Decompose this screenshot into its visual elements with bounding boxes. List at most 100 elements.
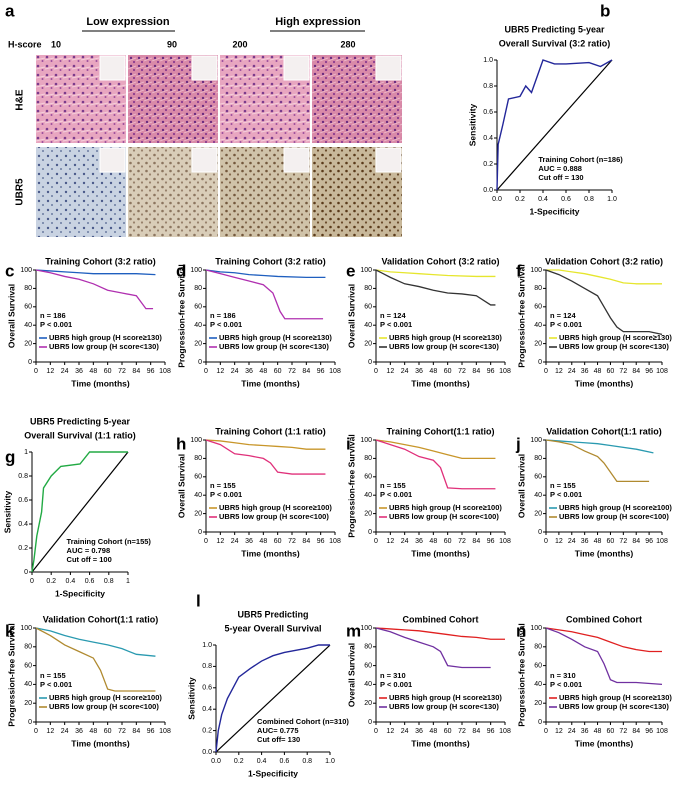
y-axis-label: Sensitivity	[467, 103, 477, 146]
y-tick-label: 20	[364, 340, 372, 347]
y-tick-label: 100	[20, 625, 32, 632]
y-tick-label: 0.2	[202, 727, 212, 734]
y-tick-label: 80	[534, 285, 542, 292]
legend-label: UBR5 low group (H score<100)	[389, 512, 499, 521]
chart-title: Training Cohort (3:2 ratio)	[215, 256, 326, 266]
x-tick-label: 48	[89, 728, 97, 735]
x-tick-label: 12	[386, 368, 394, 375]
x-tick-label: 60	[274, 538, 282, 545]
x-tick-label: 84	[132, 368, 140, 375]
score: 90	[167, 39, 177, 49]
survival-curve	[375, 269, 496, 278]
x-axis-label: 1-Specificity	[55, 588, 105, 598]
annotation: Training Cohort (n=186)	[538, 155, 623, 164]
y-tick-label: 0	[368, 719, 372, 726]
y-tick-label: 0	[198, 529, 202, 536]
x-tick-label: 108	[656, 368, 668, 375]
x-tick-label: 12	[46, 728, 54, 735]
score: 200	[232, 39, 247, 49]
x-tick-label: 48	[429, 728, 437, 735]
group-label: High expression	[275, 16, 361, 28]
survival-curve	[375, 627, 491, 669]
x-tick-label: 12	[555, 368, 563, 375]
x-tick-label: 36	[581, 538, 589, 545]
y-tick-label: 80	[24, 644, 32, 651]
y-tick-label: 0.4	[202, 706, 212, 713]
x-tick-label: 84	[472, 368, 480, 375]
x-tick-label: 96	[317, 538, 325, 545]
legend-label: UBR5 low group (H score<100)	[49, 702, 159, 711]
x-tick-label: 36	[245, 368, 253, 375]
y-axis-label: Progression-free Survival	[176, 264, 186, 367]
x-tick-label: 0.8	[584, 196, 594, 203]
x-tick-label: 0	[544, 728, 548, 735]
annotation: AUC = 0.798	[67, 546, 111, 555]
x-tick-label: 0.6	[85, 578, 95, 585]
x-tick-label: 0	[204, 368, 208, 375]
annotation: P < 0.001	[550, 680, 582, 689]
x-tick-label: 48	[259, 538, 267, 545]
x-tick-label: 0	[544, 538, 548, 545]
x-tick-label: 0.6	[561, 196, 571, 203]
panel-letter: a	[5, 1, 15, 20]
y-tick-label: 20	[194, 510, 202, 517]
x-tick-label: 60	[104, 368, 112, 375]
panel-letter: b	[600, 1, 610, 20]
x-tick-label: 108	[159, 368, 171, 375]
x-axis-label: Time (months)	[411, 378, 470, 388]
legend-label: UBR5 low group (H score<100)	[219, 512, 329, 521]
legend-label: UBR5 high group (H score≥100)	[49, 693, 162, 702]
survival-curve	[205, 439, 326, 450]
panel-letter: d	[176, 261, 186, 280]
x-tick-label: 12	[555, 728, 563, 735]
x-tick-label: 0	[34, 728, 38, 735]
x-tick-label: 0.4	[538, 196, 548, 203]
x-axis-label: Time (months)	[411, 738, 470, 748]
chart-title: Training Cohort(1:1 ratio)	[387, 426, 495, 436]
x-tick-label: 96	[487, 728, 495, 735]
y-tick-label: 100	[530, 625, 542, 632]
y-tick-label: 0.4	[18, 521, 28, 528]
survival-curve	[375, 269, 496, 306]
x-tick-label: 96	[487, 368, 495, 375]
chart-title: Overall Survival (3:2 ratio)	[499, 38, 611, 48]
x-axis-label: 1-Specificity	[248, 768, 298, 778]
y-tick-label: 60	[534, 662, 542, 669]
x-tick-label: 24	[61, 728, 69, 735]
survival-curve	[545, 269, 663, 336]
inset	[191, 147, 218, 173]
annotation: n = 310	[380, 671, 406, 680]
y-tick-label: 0	[538, 719, 542, 726]
y-tick-label: 0.2	[483, 161, 493, 168]
y-tick-label: 0.6	[18, 497, 28, 504]
y-tick-label: 60	[534, 474, 542, 481]
legend-label: UBR5 high group (H score≥130)	[389, 693, 502, 702]
legend-label: UBR5 high group (H score≥100)	[559, 503, 672, 512]
y-tick-label: 40	[194, 492, 202, 499]
legend-label: UBR5 high group (H score≥130)	[559, 333, 672, 342]
chart-title: Validation Cohort (3:2 ratio)	[381, 256, 499, 266]
x-tick-label: 0	[204, 538, 208, 545]
annotation: P < 0.001	[210, 320, 242, 329]
y-tick-label: 100	[20, 267, 32, 274]
y-tick-label: 60	[534, 304, 542, 311]
y-tick-label: 100	[190, 267, 202, 274]
y-tick-label: 40	[534, 681, 542, 688]
y-tick-label: 60	[364, 662, 372, 669]
y-axis-label: Overall Survival	[176, 454, 186, 518]
y-tick-label: 60	[364, 474, 372, 481]
y-tick-label: 20	[24, 340, 32, 347]
x-tick-label: 24	[231, 538, 239, 545]
y-axis-label: Sensitivity	[186, 677, 196, 720]
survival-curve	[375, 439, 496, 460]
inset	[99, 147, 126, 173]
y-tick-label: 0	[28, 359, 32, 366]
y-axis-label: Progression-free Survival	[516, 623, 526, 726]
y-tick-label: 40	[24, 322, 32, 329]
x-tick-label: 0.2	[46, 578, 56, 585]
annotation: Cut off= 130	[257, 735, 300, 744]
panel-letter: i	[346, 434, 351, 453]
x-tick-label: 36	[581, 368, 589, 375]
y-tick-label: 20	[534, 510, 542, 517]
y-tick-label: 20	[364, 510, 372, 517]
